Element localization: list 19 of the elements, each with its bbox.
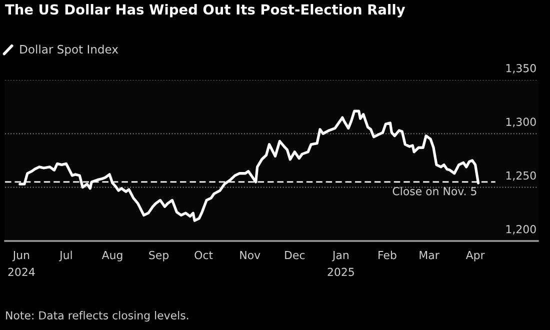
y-tick-label: 1,200 <box>506 225 536 234</box>
legend-label: Dollar Spot Index <box>20 44 118 56</box>
x-tick-label: Apr <box>466 251 485 262</box>
y-tick-label: 1,300 <box>506 118 536 128</box>
x-tick-label: Sep <box>149 250 169 262</box>
ref-line-label: Close on Nov. 5 <box>392 186 476 196</box>
chart-title: The US Dollar Has Wiped Out Its Post-Election Rally <box>5 4 406 18</box>
y-tick-label: 1,350 <box>506 64 536 74</box>
x-tick-label: Feb <box>378 250 396 260</box>
x-tick-label: Oct <box>194 250 213 260</box>
y-tick-label: 1,250 <box>506 171 536 181</box>
x-tick-label: Jan 2025 <box>328 251 354 276</box>
x-tick-label: Jul <box>59 250 72 262</box>
x-tick-label: Dec <box>285 251 305 260</box>
text: Note: Data reflects closing levels. <box>6 311 188 322</box>
x-tick-label: Aug <box>102 251 122 262</box>
x-tick-label: Nov <box>240 251 260 260</box>
x-tick-label: Jun 2024 <box>8 251 35 276</box>
x-tick-label: Mar <box>420 251 440 260</box>
